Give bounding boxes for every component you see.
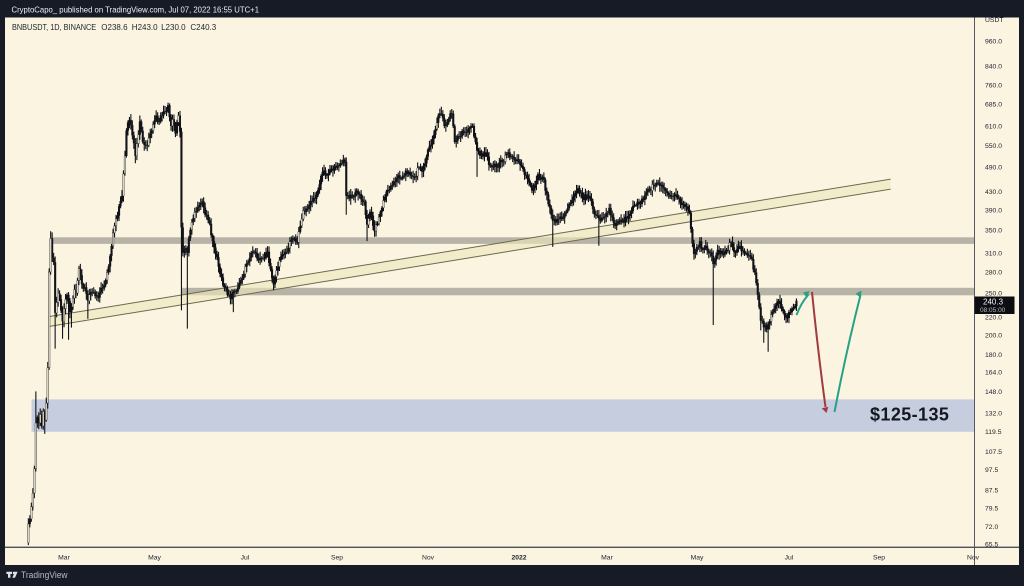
svg-text:164.0: 164.0 [985,370,1002,377]
svg-text:760.0: 760.0 [985,82,1002,89]
svg-text:132.0: 132.0 [985,410,1002,417]
svg-text:Jul: Jul [241,555,250,562]
svg-text:610.0: 610.0 [985,124,1002,131]
svg-text:97.5: 97.5 [985,467,998,474]
svg-text:CryptoCapo_ published on Tradi: CryptoCapo_ published on TradingView.com… [12,4,260,14]
svg-text:180.0: 180.0 [985,352,1002,359]
svg-text:280.0: 280.0 [985,269,1002,276]
svg-text:May: May [148,555,161,562]
svg-text:350.0: 350.0 [985,228,1002,235]
svg-text:Sep: Sep [873,555,885,562]
svg-text:200.0: 200.0 [985,333,1002,340]
svg-text:550.0: 550.0 [985,143,1002,150]
svg-text:08:05:00: 08:05:00 [980,307,1006,314]
svg-text:119.5: 119.5 [985,429,1002,436]
svg-text:72.0: 72.0 [985,524,998,531]
svg-text:148.0: 148.0 [985,389,1002,396]
svg-text:Nov: Nov [967,555,980,562]
svg-text:390.0: 390.0 [985,207,1002,214]
svg-text:107.5: 107.5 [985,449,1002,456]
svg-text:220.0: 220.0 [985,315,1002,322]
svg-text:Sep: Sep [331,555,343,562]
svg-text:840.0: 840.0 [985,64,1002,71]
svg-text:79.5: 79.5 [985,505,998,512]
svg-text:Mar: Mar [58,555,70,562]
svg-text:490.0: 490.0 [985,165,1002,172]
svg-text:65.5: 65.5 [985,542,998,549]
svg-text:2022: 2022 [511,555,526,562]
svg-text:TradingView: TradingView [21,570,68,580]
svg-text:87.5: 87.5 [985,488,998,495]
svg-text:960.0: 960.0 [985,39,1002,46]
svg-text:Jul: Jul [785,555,794,562]
svg-text:May: May [691,555,704,562]
svg-text:685.0: 685.0 [985,102,1002,109]
svg-text:USDT: USDT [985,17,1004,24]
svg-text:430.0: 430.0 [985,189,1002,196]
svg-text:Nov: Nov [422,555,435,562]
svg-text:310.0: 310.0 [985,250,1002,257]
svg-text:250.0: 250.0 [985,291,1002,298]
svg-text:Mar: Mar [601,555,613,562]
svg-text:240.3: 240.3 [983,298,1004,307]
svg-text:$125-135: $125-135 [870,405,949,425]
